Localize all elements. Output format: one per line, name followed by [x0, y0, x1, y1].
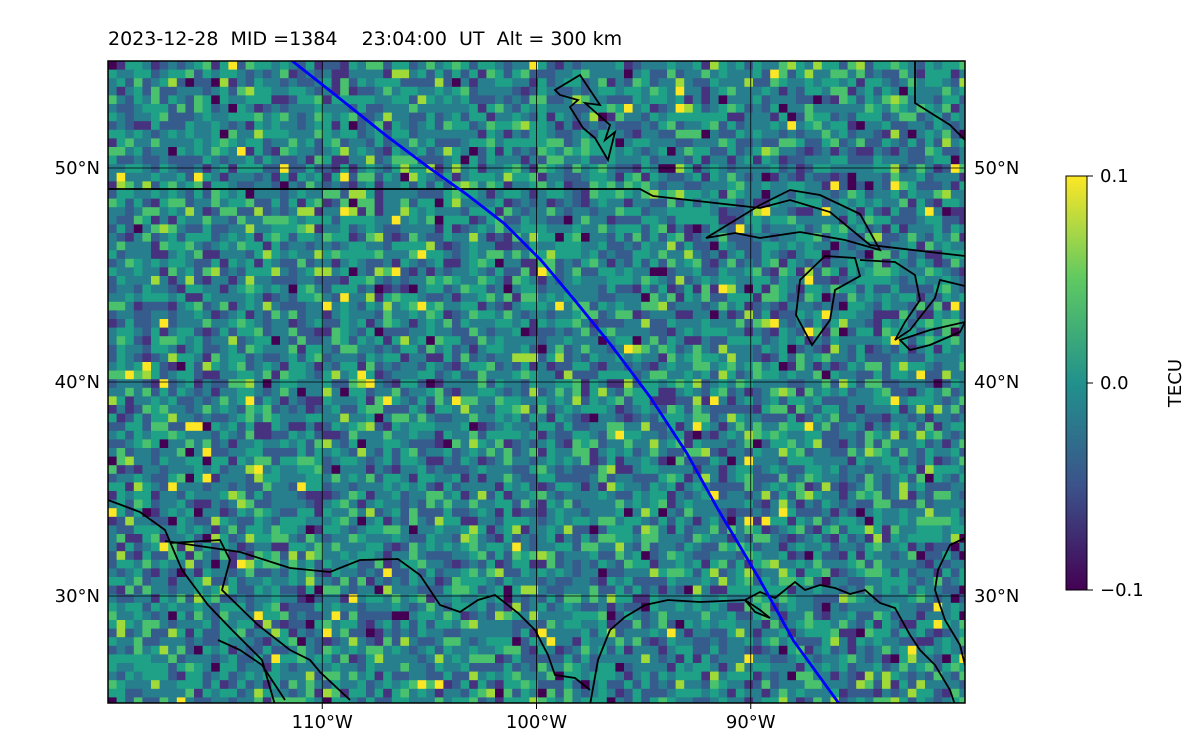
- hudson-bay-coast: [914, 61, 965, 141]
- colorbar-tick-label: −0.1: [1100, 580, 1144, 601]
- lon-tick-label: 90°W: [726, 712, 776, 733]
- lat-tick-label-right: 40°N: [974, 372, 1019, 393]
- lon-tick-label: 110°W: [292, 712, 353, 733]
- lake-michigan: [795, 255, 862, 347]
- us-mexico-border: [164, 540, 591, 691]
- gulf-coast: [589, 580, 956, 703]
- lake-superior: [705, 189, 882, 252]
- lat-tick-label-left: 50°N: [55, 158, 100, 179]
- lake-erie: [898, 321, 965, 351]
- mainland-mexico-coast: [217, 639, 286, 701]
- lat-tick-label-left: 30°N: [55, 586, 100, 607]
- colorbar-tick-label: 0.1: [1100, 166, 1129, 187]
- atlantic-coast: [934, 537, 965, 666]
- lon-tick-label: 100°W: [506, 712, 567, 733]
- map-axes: 110°W 100°W 90°W 30°N 30°N 40°N 40°N 50°N 50°N: [55, 158, 1020, 733]
- colorbar: [1065, 175, 1088, 591]
- colorbar-tick-label: 0.0: [1100, 373, 1129, 394]
- coastlines-and-borders: [108, 61, 965, 703]
- colorbar-label: TECU: [1165, 359, 1186, 408]
- lake-huron: [859, 259, 965, 341]
- lat-tick-label-left: 40°N: [55, 372, 100, 393]
- satellite-track: [291, 61, 840, 703]
- lat-tick-label-right: 50°N: [974, 158, 1019, 179]
- graticule: [108, 61, 965, 703]
- lat-tick-label-right: 30°N: [974, 586, 1019, 607]
- mississippi-delta: [744, 599, 771, 619]
- tec-heatmap: [108, 61, 965, 703]
- lake-winnipeg-coast: [553, 73, 617, 163]
- pacific-coast: [108, 499, 276, 703]
- colorbar-ticks: 0.1 0.0 −0.1: [1087, 166, 1144, 601]
- us-canada-border: [108, 188, 965, 257]
- baja-gulf-coast: [169, 539, 351, 701]
- figure-title: 2023-12-28 MID =1384 23:04:00 UT Alt = 3…: [108, 28, 623, 50]
